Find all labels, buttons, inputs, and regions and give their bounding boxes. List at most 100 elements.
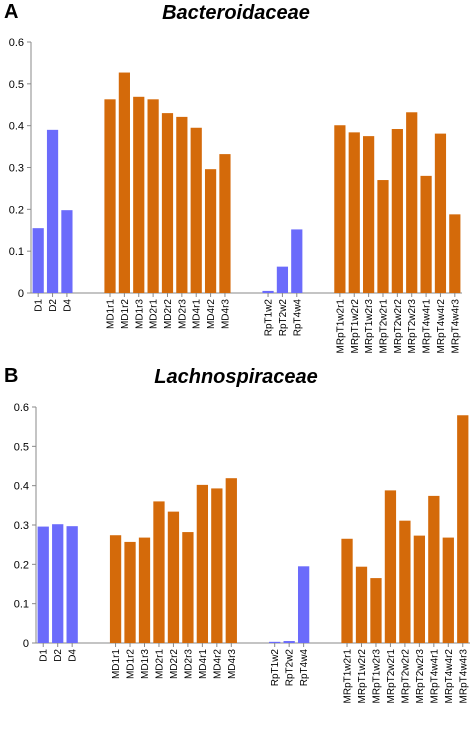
x-tick-label-MRpT2w2r2: MRpT2w2r2 <box>393 299 404 354</box>
panel-label-b: B <box>4 365 19 387</box>
x-tick-label-MRpT2w2r3: MRpT2w2r3 <box>407 299 418 354</box>
x-tick-label-MRpT4w4r2: MRpT4w4r2 <box>436 299 447 354</box>
bar-MD2r2 <box>167 511 180 643</box>
bar-MRpT2w2r1 <box>377 180 389 293</box>
x-tick-label-MRpT1w2r2: MRpT1w2r2 <box>357 649 368 704</box>
bar-MRpT2w2r2 <box>399 520 411 643</box>
x-tick-label-MRpT4w4r1: MRpT4w4r1 <box>422 299 433 354</box>
bar-MRpT1w2r1 <box>334 125 346 293</box>
x-tick-label-D1: D1 <box>34 299 45 312</box>
x-tick-label-MD4r2: MD4r2 <box>206 299 217 329</box>
y-tick-label-a: 0.2 <box>9 204 24 216</box>
bar-MRpT4w4r3 <box>457 415 469 643</box>
x-tick-label-MRpT2w2r3: MRpT2w2r3 <box>415 649 426 704</box>
x-tick-label-RpT4w4: RpT4w4 <box>299 649 310 687</box>
x-tick-label-MD1r1: MD1r1 <box>111 649 122 679</box>
x-tick-label-MD2r2: MD2r2 <box>163 299 174 329</box>
x-tick-label-MRpT4w4r2: MRpT4w4r2 <box>444 649 455 704</box>
x-tick-label-MRpT2w2r1: MRpT2w2r1 <box>386 649 397 704</box>
bar-MRpT1w2r2 <box>348 132 360 293</box>
x-tick-label-MRpT1w2r2: MRpT1w2r2 <box>350 299 361 354</box>
y-tick-label-b: 0.6 <box>14 402 29 414</box>
x-tick-label-MD4r2: MD4r2 <box>212 649 223 679</box>
x-tick-label-MRpT4w4r3: MRpT4w4r3 <box>450 299 461 354</box>
bar-MRpT2w2r3 <box>406 112 418 293</box>
bar-MD2r3 <box>182 532 194 643</box>
bar-MD4r2 <box>211 488 223 643</box>
bar-MD2r2 <box>161 113 174 293</box>
x-tick-label-MD1r3: MD1r3 <box>140 649 151 679</box>
chart-panel-b: B Lachnospiraceae 0 0.1 0.2 0.3 0.4 0.5 0.6 D1 D… <box>0 364 472 734</box>
x-tick-label-MRpT1w2r1: MRpT1w2r1 <box>335 299 346 354</box>
chart-svg-b: 0 0.1 0.2 0.3 0.4 0.5 0.6 D1 D2 D4 MD1r1 MD1r2 MD1r3… <box>14 402 470 704</box>
y-tick-label-b: 0.1 <box>14 599 29 611</box>
bar-D1 <box>32 228 44 293</box>
x-tick-label-RpT1w2: RpT1w2 <box>264 299 275 337</box>
x-tick-label-MD1r3: MD1r3 <box>134 299 145 329</box>
bar-RpT4w4 <box>297 566 310 643</box>
chart-panel-a: A Bacteroidaceae 0 0.1 0.2 0.3 0.4 0.5 0.6 D1 D2… <box>0 0 472 360</box>
x-tick-label-MD4r1: MD4r1 <box>198 649 209 679</box>
bar-MD4r3 <box>219 154 231 293</box>
x-tick-label-D1: D1 <box>39 649 50 662</box>
x-tick-label-D4: D4 <box>68 649 79 662</box>
y-tick-label-b: 0.2 <box>14 559 29 571</box>
x-tick-label-MD2r1: MD2r1 <box>154 649 165 679</box>
y-tick-label-a: 0.5 <box>9 79 24 91</box>
bar-D4 <box>66 526 78 643</box>
y-tick-label-a: 0.4 <box>9 121 24 133</box>
y-tick-label-b: 0.4 <box>14 481 29 493</box>
bar-MRpT4w4r2 <box>442 537 454 643</box>
y-tick-label-b: 0.5 <box>14 441 29 453</box>
x-tick-label-RpT2w2: RpT2w2 <box>278 299 289 337</box>
x-tick-label-D2: D2 <box>48 299 59 312</box>
bar-MD1r1 <box>104 99 116 293</box>
x-tick-label-D2: D2 <box>53 649 64 662</box>
bar-MRpT4w4r2 <box>434 133 447 293</box>
bar-MD1r2 <box>124 541 136 643</box>
x-tick-label-MRpT1w2r3: MRpT1w2r3 <box>371 649 382 704</box>
bar-RpT1w2 <box>269 641 281 643</box>
x-tick-label-MD1r1: MD1r1 <box>106 299 117 329</box>
x-tick-label-MD1r2: MD1r2 <box>126 649 137 679</box>
y-tick-label-a: 0.1 <box>9 246 24 258</box>
bar-D2 <box>52 524 64 643</box>
x-tick-label-MD4r3: MD4r3 <box>220 299 231 329</box>
bar-MRpT1w2r1 <box>341 538 353 643</box>
x-tick-label-MD2r2: MD2r2 <box>169 649 180 679</box>
x-tick-label-RpT1w2: RpT1w2 <box>270 649 281 687</box>
x-tick-label-MRpT1w2r3: MRpT1w2r3 <box>364 299 375 354</box>
bar-MRpT1w2r3 <box>370 578 382 643</box>
y-tick-label-a: 0 <box>18 288 24 300</box>
x-tick-label-MD2r3: MD2r3 <box>183 649 194 679</box>
y-tick-label-a: 0.6 <box>9 37 24 49</box>
bar-MRpT2w2r1 <box>384 490 397 643</box>
x-tick-label-MRpT2w2r1: MRpT2w2r1 <box>378 299 389 354</box>
bar-MRpT2w2r3 <box>413 535 426 643</box>
bar-MD2r1 <box>147 99 159 293</box>
x-tick-label-MRpT4w4r3: MRpT4w4r3 <box>458 649 469 704</box>
bar-MD2r1 <box>153 501 165 643</box>
y-tick-label-b: 0 <box>23 638 29 650</box>
bar-MD4r1 <box>190 127 202 293</box>
bar-MRpT4w4r3 <box>449 214 461 293</box>
bar-MRpT4w4r1 <box>428 495 440 643</box>
bar-MD1r3 <box>138 537 151 643</box>
bar-MD1r2 <box>118 72 130 293</box>
panel-label-a: A <box>4 1 19 23</box>
bar-MD1r1 <box>109 535 122 643</box>
y-tick-label-b: 0.3 <box>14 520 29 532</box>
x-tick-label-MD4r3: MD4r3 <box>227 649 238 679</box>
bar-D4 <box>61 210 73 293</box>
x-tick-label-MRpT1w2r1: MRpT1w2r1 <box>343 649 354 704</box>
bar-MD4r2 <box>204 169 217 293</box>
x-tick-label-RpT4w4: RpT4w4 <box>292 299 303 337</box>
x-tick-label-MRpT2w2r2: MRpT2w2r2 <box>400 649 411 704</box>
bar-MRpT1w2r3 <box>363 136 375 293</box>
bar-RpT2w2 <box>276 266 289 293</box>
bar-RpT1w2 <box>262 290 274 293</box>
bar-MD4r3 <box>225 478 237 643</box>
x-tick-label-MD4r1: MD4r1 <box>192 299 203 329</box>
bar-MRpT1w2r2 <box>355 566 368 643</box>
x-tick-label-MRpT4w4r1: MRpT4w4r1 <box>429 649 440 704</box>
